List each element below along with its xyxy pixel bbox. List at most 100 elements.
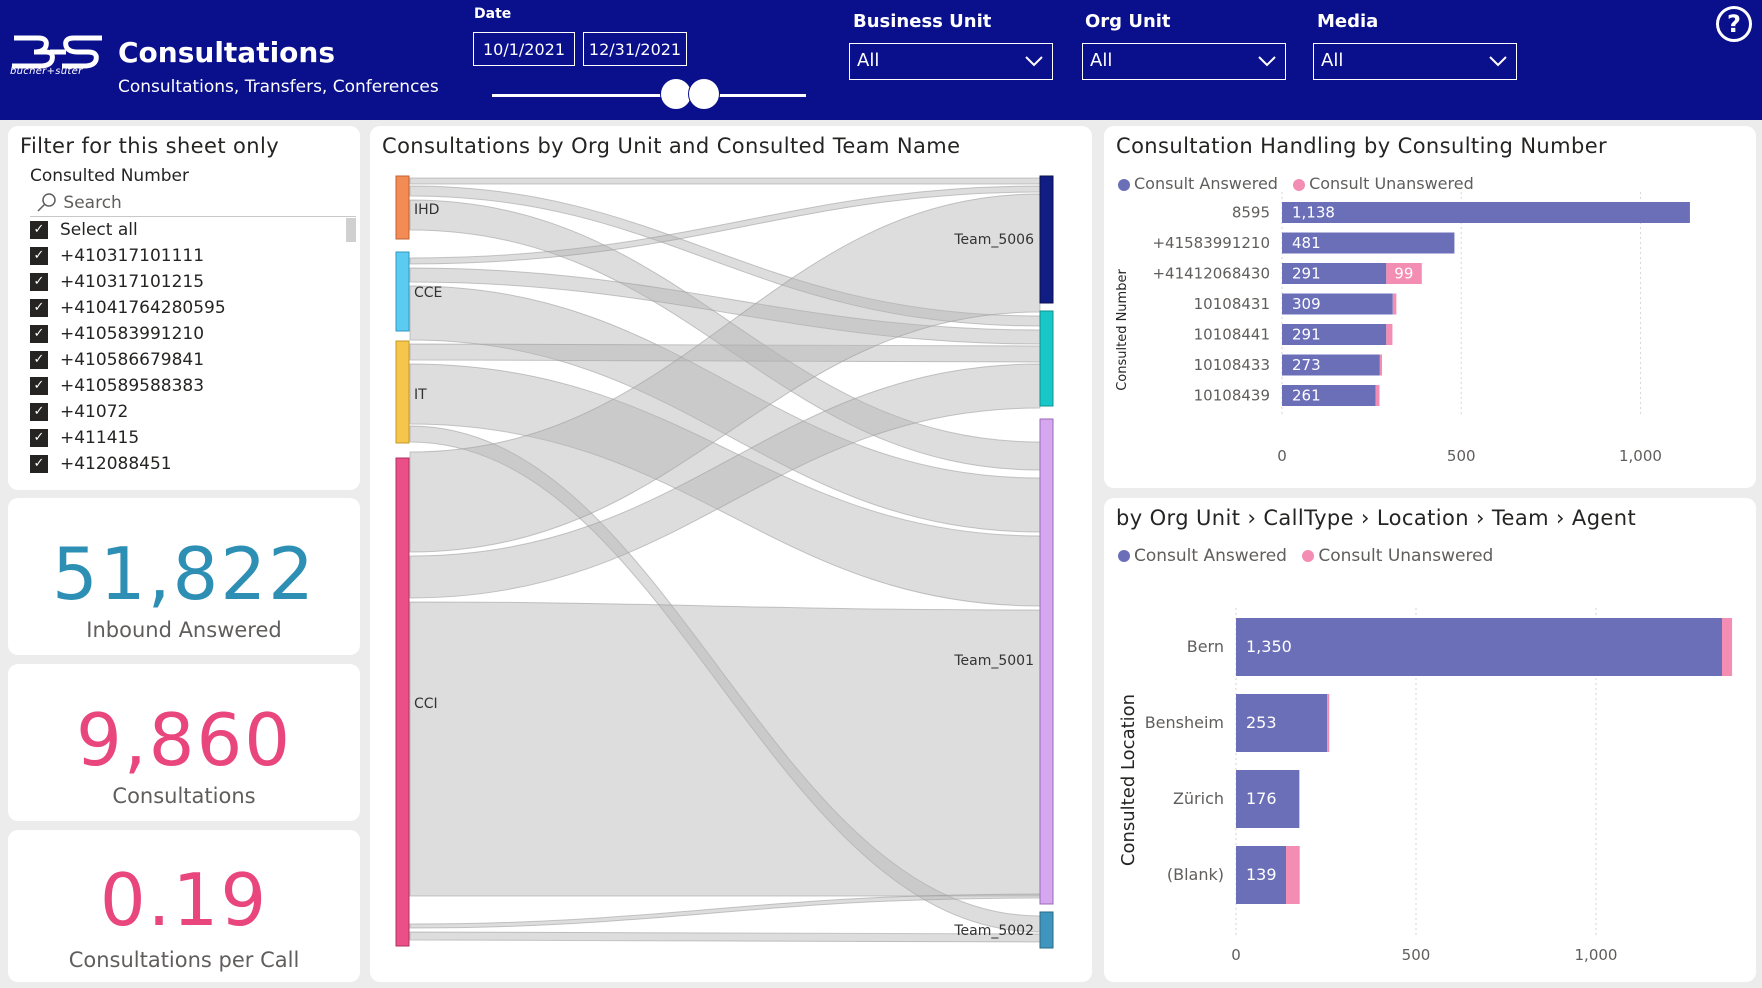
sankey-node-cce[interactable]: [395, 251, 410, 332]
bar-unanswered[interactable]: [1286, 846, 1300, 904]
bar-answered[interactable]: [1282, 202, 1690, 223]
report-header: bucher+suter Consultations Consultations…: [0, 0, 1762, 120]
bar-answered[interactable]: [1282, 385, 1376, 406]
sankey-source-label: CCI: [414, 696, 438, 712]
list-item-label: Select all: [60, 220, 138, 240]
bar-answered[interactable]: [1282, 263, 1387, 284]
date-to-input[interactable]: 12/31/2021: [583, 32, 687, 66]
x-tick-label: 500: [1402, 946, 1431, 964]
slicer-item[interactable]: ✓ +410317101111: [30, 246, 204, 270]
bar-data-label: 481: [1292, 234, 1321, 252]
list-item-label: +410317101111: [60, 246, 205, 266]
bar-unanswered[interactable]: [1327, 694, 1330, 752]
legend-label: Consult Answered: [1134, 546, 1287, 566]
bar-answered[interactable]: [1236, 846, 1287, 904]
legend-label: Consult Unanswered: [1309, 174, 1474, 193]
slicer-item[interactable]: ✓ +410586679841: [30, 350, 204, 374]
sankey-node-team-5006[interactable]: [1039, 175, 1054, 304]
y-category-label: +41412068430: [1152, 265, 1270, 283]
y-axis-title: Consulted Location: [1118, 694, 1139, 866]
list-item-label: +41072: [60, 402, 129, 422]
bar-unanswered[interactable]: [1722, 618, 1733, 676]
help-icon[interactable]: ?: [1716, 6, 1752, 42]
checkbox-checked-icon: ✓: [30, 247, 48, 265]
slicer-item[interactable]: ✓ +41041764280595: [30, 298, 226, 322]
sankey-card: Consultations by Org Unit and Consulted …: [370, 126, 1092, 982]
date-slider-start-handle[interactable]: [660, 78, 692, 110]
sankey-node-it[interactable]: [395, 340, 410, 444]
media-dropdown[interactable]: All: [1313, 43, 1517, 80]
slicer-item[interactable]: ✓ +412088451: [30, 454, 172, 478]
sankey-node-team-5001[interactable]: [1039, 418, 1054, 905]
bar-answered[interactable]: [1282, 293, 1393, 315]
legend-dot-answered: [1118, 178, 1130, 191]
bar-unanswered[interactable]: [1392, 293, 1397, 315]
consulted-number-slicer: Filter for this sheet only Consulted Num…: [8, 126, 360, 490]
legend-dot-answered: [1118, 550, 1130, 562]
sankey-source-label: IT: [414, 387, 427, 403]
x-tick-label: 1,000: [1575, 946, 1618, 964]
bar-unanswered[interactable]: [1386, 263, 1422, 284]
business-unit-value: All: [857, 50, 880, 71]
slicer-item-select-all[interactable]: ✓ Select all: [30, 220, 138, 244]
business-unit-dropdown[interactable]: All: [849, 43, 1053, 80]
sankey-target-label: Team_5001: [953, 653, 1034, 669]
bar-answered[interactable]: [1236, 694, 1328, 752]
checkbox-checked-icon: ✓: [30, 221, 48, 239]
y-axis-title: Consulted Number: [1115, 269, 1130, 391]
slicer-item[interactable]: ✓ +410317101215: [30, 272, 204, 296]
y-category-label: 10108433: [1194, 356, 1270, 374]
slicer-item[interactable]: ✓ +41072: [30, 402, 128, 426]
sankey-node-cci[interactable]: [395, 457, 410, 947]
x-tick-label: 0: [1277, 447, 1287, 465]
bar-unanswered[interactable]: [1375, 385, 1380, 406]
bar-data-label-unanswered: 99: [1394, 265, 1413, 283]
sankey-source-label: IHD: [414, 202, 439, 218]
checkbox-checked-icon: ✓: [30, 403, 48, 421]
kpi-card-consultations: 9,860 Consultations: [8, 664, 360, 821]
x-tick-label: 1,000: [1619, 447, 1662, 465]
bar-answered[interactable]: [1236, 770, 1300, 828]
bar-answered[interactable]: [1282, 324, 1387, 345]
slicer-search-input[interactable]: Search: [30, 192, 356, 217]
sankey-node-team-teal[interactable]: [1039, 310, 1054, 407]
sankey-title: Consultations by Org Unit and Consulted …: [382, 134, 961, 158]
sankey-node-team-5002[interactable]: [1039, 911, 1054, 949]
sankey-chart: IHD CCE IT CCI Team_5006 Team_5001 Team_…: [395, 175, 1054, 949]
sankey-link: [409, 177, 1041, 185]
slicer-item[interactable]: ✓ +411415: [30, 428, 139, 452]
legend-label: Consult Unanswered: [1318, 546, 1494, 566]
date-filter-label: Date: [474, 6, 512, 22]
slicer-item[interactable]: ✓ +410583991210: [30, 324, 204, 348]
bar-chart-consulting-number: 0 500 1,000 Consulted Number 8595 1,138 +41583…: [1115, 192, 1690, 465]
date-slider-end-handle[interactable]: [688, 78, 720, 110]
y-category-label: (Blank): [1167, 865, 1224, 884]
bar-data-label: 1,350: [1246, 637, 1292, 656]
kpi-label: Consultations: [112, 784, 256, 808]
org-unit-dropdown[interactable]: All: [1082, 43, 1286, 80]
date-range-slider[interactable]: [492, 94, 806, 97]
bar-data-label: 261: [1292, 387, 1321, 405]
sankey-node-ihd[interactable]: [395, 175, 410, 240]
bar-unanswered[interactable]: [1379, 354, 1383, 376]
page-title: Consultations: [118, 36, 336, 69]
slicer-item[interactable]: ✓ +410589588383: [30, 376, 204, 400]
org-unit-label: Org Unit: [1085, 11, 1171, 32]
legend-dot-unanswered: [1293, 178, 1306, 191]
bar-data-label: 273: [1292, 356, 1321, 374]
bar-answered[interactable]: [1282, 354, 1380, 376]
bar-unanswered[interactable]: [1386, 324, 1393, 345]
sankey-link: [409, 363, 1041, 599]
kpi-value: 9,860: [75, 698, 293, 782]
y-category-label: 10108441: [1194, 326, 1270, 344]
slicer-scrollbar[interactable]: [346, 218, 356, 242]
bucher-suter-logo-icon: [12, 35, 102, 69]
list-item-label: +41041764280595: [60, 298, 226, 318]
bar-data-label: 176: [1246, 789, 1277, 808]
chart-card-location: by Org Unit › CallType › Location › Team…: [1104, 498, 1756, 982]
kpi-value: 51,822: [52, 532, 316, 616]
x-tick-label: 500: [1447, 447, 1476, 465]
bar-answered[interactable]: [1282, 232, 1455, 254]
bar-answered[interactable]: [1236, 618, 1722, 676]
date-from-input[interactable]: 10/1/2021: [473, 32, 575, 66]
